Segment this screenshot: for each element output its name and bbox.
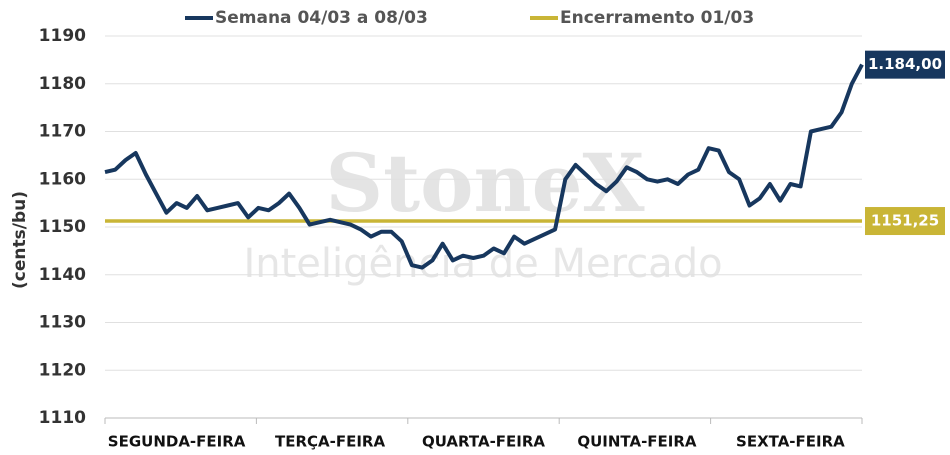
watermark-logo: StoneX [325,136,644,230]
y-tick-label: 1170 [39,122,86,142]
legend-label: Semana 04/03 a 08/03 [215,8,428,28]
end-label-box [865,207,945,236]
end-label-box [865,50,945,79]
x-tick-label: QUINTA-FEIRA [577,433,697,451]
y-tick-label: 1160 [39,169,86,189]
y-axis-label: (cents/bu) [10,191,30,289]
y-tick-label: 1140 [39,265,86,285]
line [104,63,864,270]
x-tick-label: QUARTA-FEIRA [422,433,545,451]
y-tick-label: 1150 [39,217,86,237]
y-tick-label: 1190 [39,26,86,46]
y-tick-label: 1110 [39,408,86,428]
x-tick-label: SEXTA-FEIRA [736,433,845,451]
x-tick-label: TERÇA-FEIRA [275,433,385,451]
y-tick-label: 1130 [39,313,86,333]
y-tick-label: 1120 [39,360,86,380]
end-label: 1151,25 [871,212,939,230]
legend-label: Encerramento 01/03 [560,8,754,28]
y-tick-label: 1180 [39,74,86,94]
watermark-text: Inteligência de Mercado [243,241,722,287]
x-tick-label: SEGUNDA-FEIRA [108,433,246,451]
end-label: 1.184,00 [868,55,942,73]
